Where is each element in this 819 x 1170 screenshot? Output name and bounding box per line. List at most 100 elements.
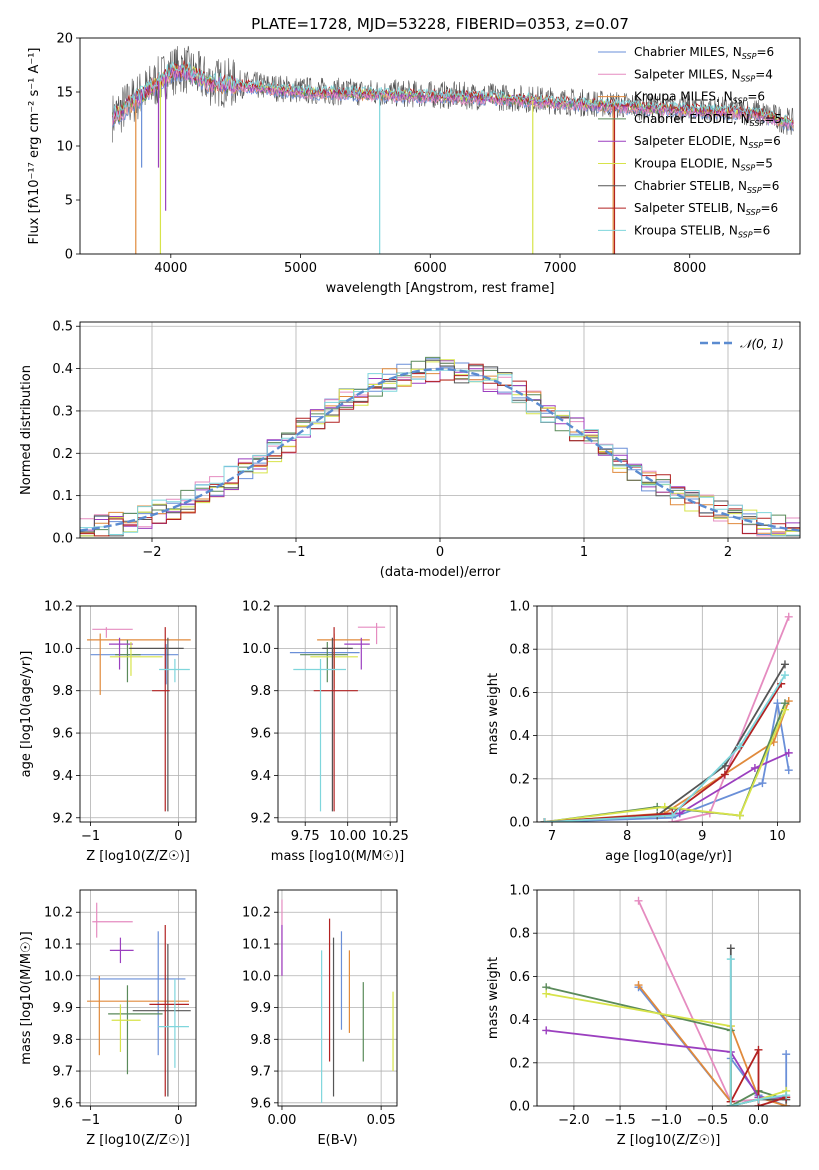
weight-point-marker	[675, 809, 684, 818]
residuals-xtick-label: 0	[436, 545, 444, 560]
legend-entry: Kroupa ELODIE, NSSP=5	[634, 157, 773, 173]
weight-point-marker	[784, 766, 793, 775]
weight_vs_Z-xtick-label: 0.0	[748, 1113, 769, 1128]
legend-entry: Salpeter ELODIE, NSSP=6	[634, 134, 781, 150]
residual-histogram	[80, 363, 800, 537]
spectrum-xtick-label: 4000	[154, 261, 187, 276]
residual-histogram	[80, 369, 800, 537]
mass_vs_Z-ytick-label: 9.7	[52, 1065, 73, 1080]
weight-point-marker	[726, 1102, 735, 1106]
weight_vs_Z-xlabel: Z [log10(Z/Z☉)]	[617, 1133, 721, 1148]
mass_vs_ebv-ytick-label: 10.2	[242, 906, 271, 921]
mass_vs_ebv-frame	[277, 889, 398, 1107]
mass_vs_ebv-panel: 0.00 0.05 9.6 9.7 9.8 9.9 10.0 10.1 10.2 E(B-V)	[242, 889, 398, 1148]
weight-point-marker	[782, 1050, 791, 1059]
weight-series-line	[546, 992, 787, 1106]
legend-entry: Kroupa MILES, NSSP=6	[634, 90, 765, 106]
legend-entry: Chabrier MILES, NSSP=6	[634, 45, 774, 61]
weight_vs_age-ytick-label: 0.0	[509, 816, 530, 831]
spectrum-plot-area	[112, 45, 794, 254]
weight-point-marker	[782, 1091, 791, 1100]
spectrum-xtick-label: 8000	[673, 261, 706, 276]
residuals-ytick-label: 0.2	[52, 447, 73, 462]
weight-point-marker	[784, 612, 793, 621]
spectrum-series-line	[112, 60, 794, 126]
weight-series-line	[729, 959, 787, 1106]
weight_vs_Z-xtick-label: −1.0	[650, 1113, 682, 1128]
spectrum-series-line	[112, 67, 794, 132]
weight-point-marker	[780, 660, 789, 669]
mass_vs_Z-ytick-label: 9.8	[52, 1033, 73, 1048]
weight-point-marker	[773, 699, 782, 708]
age_vs_Z-ytick-label: 10.2	[44, 600, 73, 615]
mass_vs_ebv-xtick-label: 0.05	[367, 1113, 396, 1128]
age_vs_Z-ytick-label: 9.6	[52, 727, 73, 742]
age_vs_Z-ylabel: age [log10(age/yr)]	[19, 651, 34, 778]
weight-point-marker	[754, 1095, 763, 1104]
residuals-plot-area	[80, 356, 800, 537]
residuals-ytick-label: 0.0	[52, 532, 73, 547]
weight-point-marker	[726, 955, 735, 964]
age_vs_mass-ytick-label: 10.2	[242, 600, 271, 615]
mass_vs_ebv-xlabel: E(B-V)	[317, 1133, 357, 1148]
age_vs_Z-ytick-label: 9.4	[52, 769, 73, 784]
weight_vs_Z-ytick-label: 0.4	[509, 1013, 530, 1028]
weight-point-marker	[634, 896, 643, 905]
residuals-xlabel: (data-model)/error	[380, 565, 501, 580]
spectrum-ytick-label: 10	[56, 140, 73, 155]
spectrum-ytick-label: 0	[65, 248, 73, 263]
weight_vs_Z-panel: −2.0 −1.5 −1.0 −0.5 0.0 0.0 0.2 0.4 0.6 0.8 1.0 Z […	[486, 884, 801, 1148]
weight-point-marker	[720, 761, 729, 770]
residuals-xtick-label: 2	[724, 545, 732, 560]
weight-point-marker	[750, 764, 759, 772]
weight_vs_Z-ytick-label: 1.0	[509, 884, 530, 899]
mass_vs_Z-ylabel: mass [log10(M/M☉)]	[19, 931, 34, 1064]
residuals-ytick-label: 0.1	[52, 489, 73, 504]
spectrum-panel: 4000 5000 6000 7000 8000 0 5 10 15 20 wavelength […	[27, 32, 801, 296]
mass_vs_Z-xtick-label: −1	[81, 1113, 100, 1128]
residuals-xtick-label: 1	[580, 545, 588, 560]
legend-entry: Chabrier ELODIE, NSSP=5	[634, 112, 782, 128]
weight_vs_age-plot-area	[540, 612, 793, 822]
mass_vs_Z-ytick-label: 10.0	[44, 969, 73, 984]
spectrum-legend: Chabrier MILES, NSSP=6 Salpeter MILES, NS…	[598, 45, 782, 239]
spectrum-series-line	[112, 45, 794, 143]
mass_vs_Z-ytick-label: 10.2	[44, 906, 73, 921]
weight_vs_age-ytick-label: 0.8	[509, 643, 530, 658]
mass_vs_ebv-ytick-label: 9.9	[250, 1001, 271, 1016]
weight-point-marker	[668, 811, 677, 820]
residuals-ylabel: Normed distribution	[19, 365, 34, 495]
weight_vs_Z-ytick-label: 0.6	[509, 970, 530, 985]
weight_vs_age-xtick-label: 9	[698, 829, 706, 844]
age_vs_mass-frame	[277, 605, 398, 823]
mass_vs_Z-xtick-label: 0	[174, 1113, 182, 1128]
spectrum-ytick-label: 20	[56, 32, 73, 47]
weight-point-marker	[735, 742, 744, 751]
weight_vs_age-panel: 7 8 9 10 0.0 0.2 0.4 0.6 0.8 1.0 age [log10(age/yr…	[486, 600, 801, 864]
residuals-ytick-label: 0.5	[52, 320, 73, 335]
residuals-ytick-label: 0.3	[52, 404, 73, 419]
mass_vs_Z-xlabel: Z [log10(Z/Z☉)]	[86, 1133, 190, 1148]
normal-curve	[80, 367, 800, 532]
mass_vs_ebv-ytick-label: 9.6	[250, 1096, 271, 1111]
legend-entry: Salpeter MILES, NSSP=4	[634, 67, 773, 83]
age_vs_mass-xlabel: mass [log10(M/M☉)]	[271, 849, 404, 864]
residuals-panel: −2 −1 0 1 2 0.0 0.1 0.2 0.3 0.4 0.5 (data-model)/er…	[19, 320, 801, 580]
weight-point-marker	[720, 770, 729, 779]
age_vs_mass-plot-area	[289, 622, 386, 812]
weight-point-marker	[780, 671, 789, 680]
mass_vs_Z-plot-area	[87, 902, 191, 1097]
age_vs_mass-panel: 9.75 10.00 10.25 9.2 9.4 9.6 9.8 10.0 10.2 mass […	[242, 600, 409, 865]
spectrum-xtick-label: 6000	[414, 261, 447, 276]
mass_vs_Z-ytick-label: 9.6	[52, 1096, 73, 1111]
weight_vs_age-ytick-label: 1.0	[509, 600, 530, 615]
weight_vs_Z-xtick-label: −1.5	[604, 1113, 636, 1128]
weight-series-line	[544, 709, 786, 822]
weight_vs_age-xtick-label: 8	[623, 829, 631, 844]
age_vs_Z-frame	[79, 605, 197, 823]
weight_vs_Z-ytick-label: 0.2	[509, 1056, 530, 1071]
residuals-xtick-label: −2	[142, 545, 161, 560]
age_vs_Z-panel: −1 0 9.2 9.4 9.6 9.8 10.0 10.2 Z [log10(Z/Z☉)] ag…	[19, 600, 197, 864]
weight_vs_Z-ytick-label: 0.0	[509, 1100, 530, 1115]
